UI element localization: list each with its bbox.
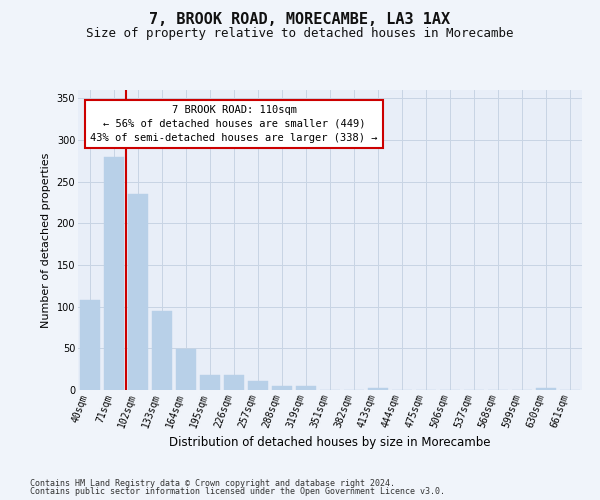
Y-axis label: Number of detached properties: Number of detached properties — [41, 152, 51, 328]
Text: Size of property relative to detached houses in Morecambe: Size of property relative to detached ho… — [86, 28, 514, 40]
Bar — [248, 381, 268, 390]
Text: 7 BROOK ROAD: 110sqm
← 56% of detached houses are smaller (449)
43% of semi-deta: 7 BROOK ROAD: 110sqm ← 56% of detached h… — [91, 105, 378, 143]
X-axis label: Distribution of detached houses by size in Morecambe: Distribution of detached houses by size … — [169, 436, 491, 450]
Bar — [200, 375, 220, 390]
Text: Contains public sector information licensed under the Open Government Licence v3: Contains public sector information licen… — [30, 487, 445, 496]
Bar — [224, 375, 244, 390]
Bar — [152, 311, 172, 390]
Text: Contains HM Land Registry data © Crown copyright and database right 2024.: Contains HM Land Registry data © Crown c… — [30, 478, 395, 488]
Bar — [368, 388, 388, 390]
Bar — [176, 349, 196, 390]
Bar — [296, 386, 316, 390]
Bar — [272, 386, 292, 390]
Text: 7, BROOK ROAD, MORECAMBE, LA3 1AX: 7, BROOK ROAD, MORECAMBE, LA3 1AX — [149, 12, 451, 28]
Bar — [104, 156, 124, 390]
Bar — [128, 194, 148, 390]
Bar — [536, 388, 556, 390]
Bar — [80, 300, 100, 390]
